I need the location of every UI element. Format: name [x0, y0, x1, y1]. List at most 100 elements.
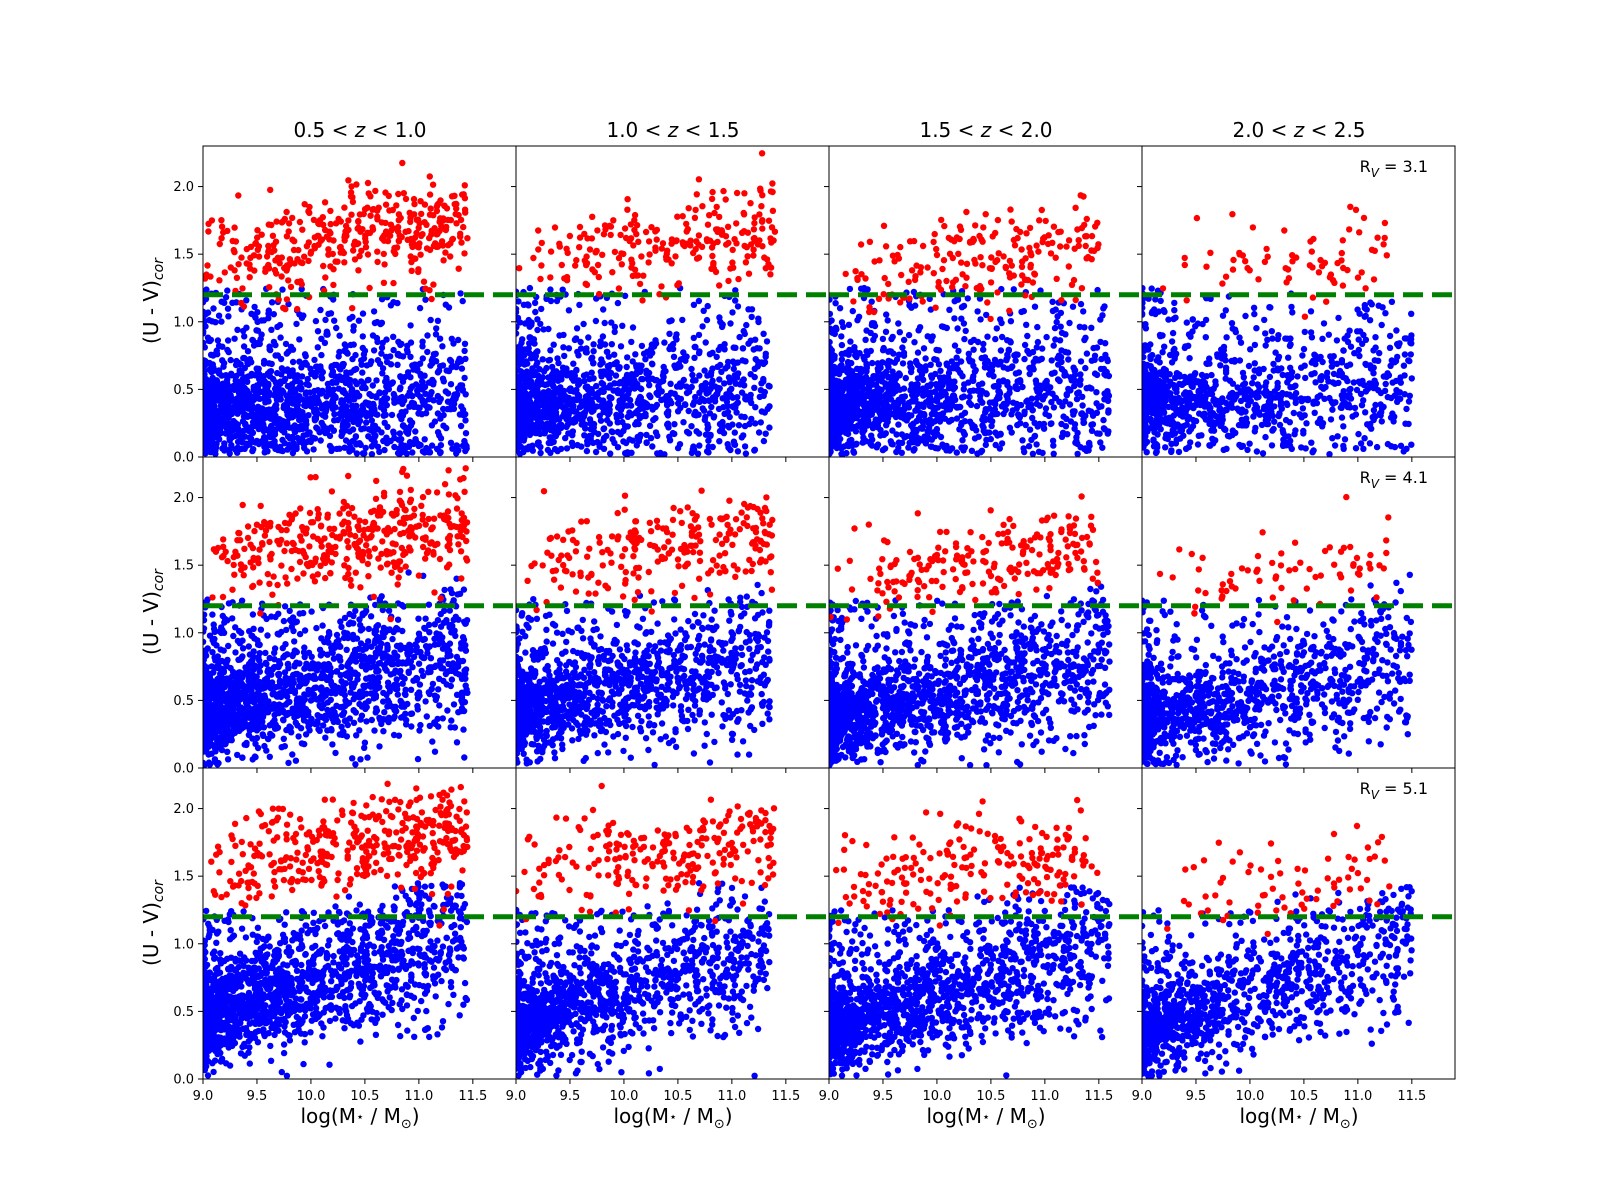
star-forming-point [403, 450, 410, 457]
star-forming-point [598, 356, 605, 363]
star-forming-point [967, 338, 975, 346]
star-forming-point [568, 370, 575, 377]
star-forming-point [264, 448, 271, 455]
star-forming-point [692, 393, 699, 401]
star-forming-point [1074, 450, 1081, 457]
star-forming-point [401, 373, 409, 381]
star-forming-point [1021, 408, 1028, 415]
star-forming-point [593, 382, 600, 390]
star-forming-point [725, 374, 733, 381]
star-forming-point [1056, 337, 1064, 344]
star-forming-point [1039, 345, 1046, 352]
star-forming-point [385, 386, 392, 393]
star-forming-point [838, 341, 846, 349]
star-forming-point [708, 403, 715, 411]
quiescent-point [710, 259, 717, 267]
star-forming-point [259, 380, 267, 387]
star-forming-point [538, 305, 545, 313]
star-forming-point [326, 432, 334, 440]
star-forming-point [590, 439, 597, 447]
star-forming-point [358, 361, 365, 368]
star-forming-point [360, 425, 368, 432]
star-forming-point [311, 387, 318, 395]
star-forming-point [1069, 303, 1077, 310]
quiescent-point [685, 205, 692, 212]
star-forming-point [207, 438, 214, 445]
star-forming-point [303, 389, 310, 396]
quiescent-point [239, 285, 246, 292]
star-forming-point [285, 408, 292, 416]
star-forming-point [458, 365, 466, 372]
star-forming-point [336, 445, 343, 452]
star-forming-point [545, 325, 552, 333]
star-forming-point [1057, 323, 1064, 330]
quiescent-point [417, 251, 424, 258]
star-forming-point [977, 387, 984, 395]
star-forming-point [350, 323, 357, 330]
star-forming-point [339, 420, 347, 428]
quiescent-point [652, 228, 659, 235]
star-forming-point [919, 425, 926, 432]
star-forming-point [567, 385, 574, 392]
star-forming-point [870, 336, 877, 344]
quiescent-point [735, 275, 742, 283]
star-forming-point [540, 368, 548, 375]
quiescent-point [769, 207, 777, 214]
star-forming-point [1000, 400, 1007, 408]
star-forming-point [864, 286, 871, 293]
star-forming-point [652, 429, 660, 436]
star-forming-point [561, 352, 568, 360]
star-forming-point [1079, 402, 1086, 409]
star-forming-point [679, 316, 686, 324]
star-forming-point [676, 441, 684, 448]
star-forming-point [317, 306, 324, 314]
star-forming-point [300, 412, 307, 419]
y-tick-label: 1.0 [173, 315, 194, 330]
quiescent-point [285, 220, 293, 227]
star-forming-point [587, 425, 594, 433]
star-forming-point [419, 448, 427, 455]
star-forming-point [625, 386, 633, 393]
star-forming-point [674, 394, 681, 401]
star-forming-point [618, 390, 625, 397]
star-forming-point [359, 369, 366, 376]
quiescent-point [738, 229, 746, 236]
star-forming-point [688, 383, 695, 391]
quiescent-point [630, 242, 637, 249]
star-forming-point [444, 405, 451, 413]
star-forming-point [740, 432, 747, 439]
star-forming-point [271, 429, 278, 436]
star-forming-point [690, 446, 698, 453]
star-forming-point [1050, 450, 1057, 457]
quiescent-point [235, 261, 242, 268]
star-forming-point [394, 361, 401, 368]
star-forming-point [424, 448, 431, 455]
quiescent-point [444, 242, 452, 249]
star-forming-point [266, 343, 273, 350]
quiescent-point [356, 252, 363, 260]
star-forming-point [964, 295, 971, 302]
star-forming-point [883, 311, 890, 318]
star-forming-point [584, 437, 591, 445]
star-forming-point [541, 430, 548, 437]
star-forming-point [752, 420, 759, 427]
star-forming-point [1033, 344, 1041, 351]
star-forming-point [882, 380, 889, 387]
star-forming-point [980, 424, 987, 431]
star-forming-point [271, 438, 278, 445]
quiescent-point [460, 191, 467, 198]
star-forming-point [308, 370, 315, 377]
star-forming-point [516, 323, 520, 331]
star-forming-point [880, 431, 888, 439]
quiescent-point [296, 218, 304, 226]
star-forming-point [705, 449, 712, 456]
star-forming-point [283, 350, 290, 357]
quiescent-point [627, 221, 635, 228]
star-forming-point [249, 447, 256, 455]
star-forming-point [421, 436, 428, 443]
quiescent-point [725, 277, 732, 285]
star-forming-point [207, 447, 214, 454]
star-forming-point [218, 318, 225, 325]
star-forming-point [203, 435, 209, 442]
star-forming-point [547, 347, 554, 354]
